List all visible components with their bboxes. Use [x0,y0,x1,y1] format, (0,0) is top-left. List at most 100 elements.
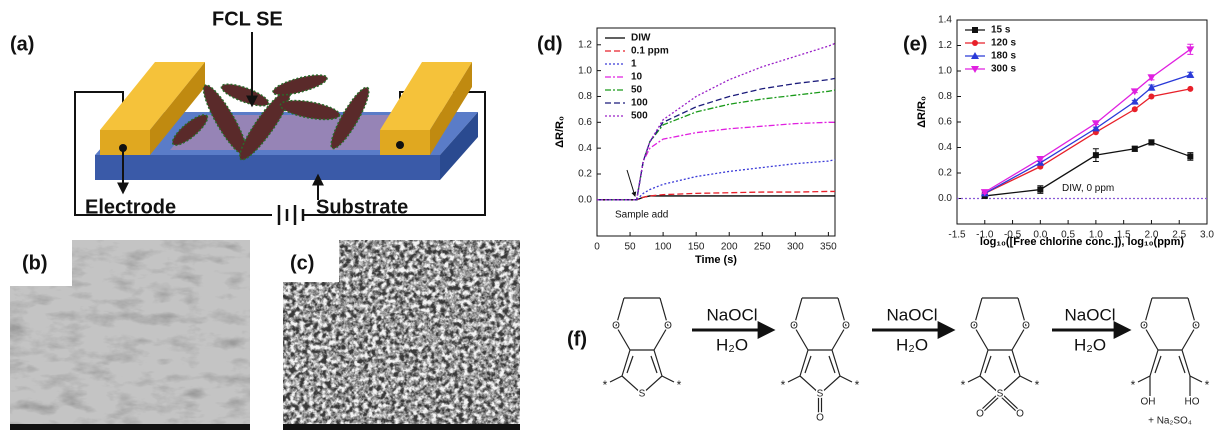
atom-label: S [817,389,824,400]
x-tick-label: 300 [787,242,804,253]
y-tick-label: 1.0 [938,66,952,77]
atom-label: S [997,389,1004,400]
atom-label: O [1016,409,1024,420]
atom-label: O [612,321,620,332]
schematic-title: FCL SE [212,8,283,30]
schematic-label: Electrode [85,196,176,218]
atom-label: O [976,409,984,420]
annotation: Sample add [615,210,668,221]
x-tick-label: 350 [820,242,837,253]
atom-label: O [1022,321,1030,332]
reagent: NaOCl [1064,305,1115,324]
polymer-end: * [1205,378,1210,392]
solvent: H₂O [716,335,748,354]
legend-label: 180 s [991,51,1016,62]
x-tick-label: 100 [655,242,672,253]
panel-label: (c) [290,252,314,274]
y-axis-label: ΔR/R₀ [916,96,928,128]
panel-label: (d) [537,33,563,55]
reference-label: DIW, 0 ppm [1062,183,1114,194]
legend-label: 300 s [991,64,1016,75]
y-tick-label: 0.6 [938,117,952,128]
atom-label: OH [1141,397,1156,408]
marker [1186,46,1194,53]
legend-label: 0.1 ppm [631,46,669,57]
x-axis-label: Time (s) [695,254,737,266]
series-line [597,196,835,200]
y-tick-label: 1.2 [578,39,592,50]
atom-label: O [842,321,850,332]
x-tick-label: 200 [721,242,738,253]
x-tick-label: 3.0 [1200,230,1214,241]
polymer-end: * [781,378,786,392]
series-line [597,160,835,200]
solvent: H₂O [896,335,928,354]
y-tick-label: 0.0 [578,194,592,205]
marker [1187,86,1193,92]
polymer-end: * [855,378,860,392]
annotation-arrow [627,170,635,196]
x-tick-label: 0 [594,242,600,253]
byproduct: + Na₂SO₄ [1148,416,1192,427]
atom-label: O [790,321,798,332]
atom-label: O [1192,321,1200,332]
sem-info-bar [10,424,250,430]
schematic-label: Substrate [316,196,408,218]
reagent: NaOCl [886,305,937,324]
x-axis-label: log₁₀([Free chlorine conc.]), log₁₀(ppm) [980,236,1185,248]
y-tick-label: 0.6 [578,117,592,128]
atom-label: O [816,413,824,424]
panel-label: (a) [10,33,34,55]
x-tick-label: -1.5 [948,230,966,241]
polymer-end: * [1035,378,1040,392]
y-axis-label: ΔR/R₀ [554,116,566,148]
figure: (a) FCL SE Electrode Substrate (b) (c) (… [0,0,1215,430]
series-line [985,89,1191,194]
atom-label: O [664,321,672,332]
y-tick-label: 1.0 [578,65,592,76]
legend-label: 500 [631,111,648,122]
marker [1148,139,1154,145]
legend-label: 15 s [991,25,1011,36]
polymer-end: * [603,378,608,392]
structure: O O S O * * [781,298,860,424]
series-line [985,75,1191,194]
bonds [610,298,674,394]
panel-label: (f) [567,328,587,350]
atom-label: O [1140,321,1148,332]
panel-label: (e) [903,33,927,55]
reagent: NaOCl [706,305,757,324]
legend-marker [972,40,978,46]
legend-label: 120 s [991,38,1016,49]
legend-label: 10 [631,72,643,83]
marker [1132,106,1138,112]
y-tick-label: 0.8 [938,91,952,102]
y-tick-label: 0.4 [578,143,592,154]
marker [1037,187,1043,193]
x-tick-label: 50 [624,242,636,253]
x-tick-label: 250 [754,242,771,253]
marker [1093,152,1099,158]
x-tick-label: 150 [688,242,705,253]
marker [1187,153,1193,159]
legend-label: 50 [631,85,643,96]
marker [1132,146,1138,152]
polymer-end: * [677,378,682,392]
polymer-end: * [961,378,966,392]
marker [1148,94,1154,100]
sem-info-bar [283,424,520,430]
legend-label: 1 [631,59,637,70]
y-tick-label: 0.4 [938,142,952,153]
solvent: H₂O [1074,335,1106,354]
structure: O O OH HO * * + Na₂SO₄ [1131,298,1210,427]
bonds [1138,298,1202,396]
structure: O O S O O * * [961,298,1040,420]
series-line [597,78,835,199]
y-tick-label: 0.8 [578,91,592,102]
atom-label: HO [1185,397,1200,408]
polymer-end: * [1131,378,1136,392]
legend-marker [972,27,978,33]
y-tick-label: 1.4 [938,15,952,26]
atom-label: O [970,321,978,332]
